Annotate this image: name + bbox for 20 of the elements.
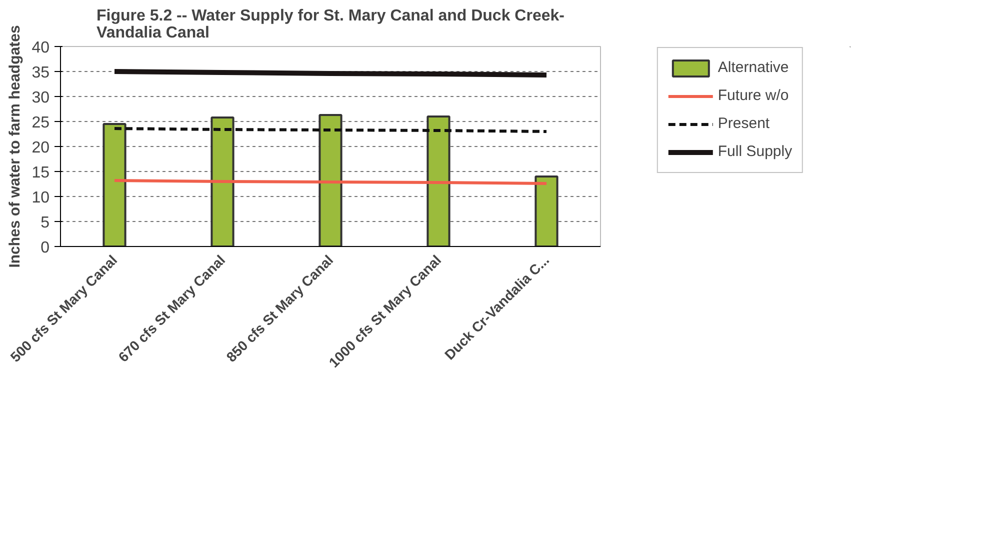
legend-label: Full Supply: [718, 143, 792, 160]
bar: [426, 116, 450, 246]
legend-label: Present: [718, 115, 770, 132]
y-tick-label: 40: [32, 40, 50, 56]
bar: [210, 116, 234, 246]
y-tick-label: 25: [32, 114, 50, 132]
bar: [318, 114, 342, 246]
y-tick-label: 0: [40, 240, 50, 256]
y-tick-label: 15: [32, 164, 50, 182]
bar: [534, 176, 558, 246]
y-tick-label: 5: [40, 214, 50, 232]
y-axis-title: Inches of water to farm headgates: [6, 25, 24, 268]
chart-title: Figure 5.2 -- Water Supply for St. Mary Canal and Duck Creek- Vandalia Canal: [96, 8, 564, 42]
legend-label: Alternative: [718, 59, 789, 76]
y-tick-label: 35: [32, 64, 50, 82]
y-tick-label: 10: [32, 190, 50, 206]
bar: [102, 123, 126, 246]
y-tick-label: 20: [32, 140, 50, 156]
y-tick-label: 30: [32, 90, 50, 106]
legend-label: Future w/o: [718, 87, 789, 104]
